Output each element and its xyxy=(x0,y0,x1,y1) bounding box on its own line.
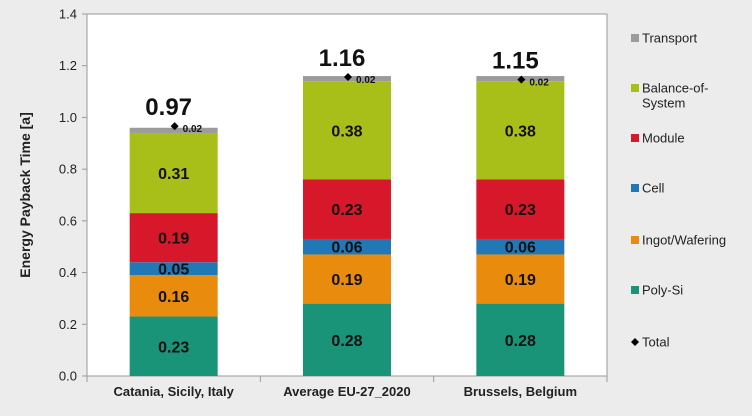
bar-segment xyxy=(303,179,391,239)
legend-label: System xyxy=(642,96,685,111)
y-tick-label: 1.2 xyxy=(59,58,77,73)
bar-segment xyxy=(129,213,218,263)
segment-value-label: 0.06 xyxy=(331,240,362,257)
legend-label: Balance-of- xyxy=(642,81,708,96)
bar-segment xyxy=(129,132,218,214)
bar-segment xyxy=(476,303,565,376)
bar-segment xyxy=(476,238,565,255)
total-value-label: 1.16 xyxy=(319,45,366,72)
legend-total-marker xyxy=(631,338,639,346)
segment-value-label: 0.38 xyxy=(331,123,362,140)
legend-label: Poly-Si xyxy=(642,283,683,298)
y-tick-label: 1.4 xyxy=(59,7,77,22)
legend-swatch xyxy=(631,286,639,294)
segment-value-label: 0.38 xyxy=(505,123,536,140)
legend-label: Cell xyxy=(642,181,665,196)
legend-label: Transport xyxy=(642,31,698,46)
bar-segment xyxy=(129,127,218,133)
bar-segment xyxy=(476,254,565,304)
segment-value-label: 0.19 xyxy=(158,231,189,248)
bar-segment xyxy=(303,81,391,180)
legend-label: Module xyxy=(642,131,685,146)
total-value-label: 0.97 xyxy=(145,94,192,121)
segment-value-label: 0.28 xyxy=(331,333,362,350)
segment-value-label: 0.31 xyxy=(158,166,189,183)
bar-segment xyxy=(303,303,391,376)
x-category-label: Brussels, Belgium xyxy=(464,384,577,399)
x-category-label: Catania, Sicily, Italy xyxy=(113,384,234,399)
legend-swatch xyxy=(631,184,639,192)
segment-value-label: 0.23 xyxy=(331,202,362,219)
y-tick-label: 0.2 xyxy=(59,317,77,332)
segment-value-label: 0.19 xyxy=(331,272,362,289)
bar-segment xyxy=(303,254,391,304)
bar-segment xyxy=(476,81,565,180)
y-tick-label: 0.4 xyxy=(59,265,77,280)
total-marker xyxy=(170,122,179,131)
y-tick-label: 0.6 xyxy=(59,213,77,228)
legend-swatch xyxy=(631,84,639,92)
transport-value-label: 0.02 xyxy=(356,75,376,86)
legend-swatch xyxy=(631,236,639,244)
legend-label: Total xyxy=(642,335,670,350)
y-axis: 0.0 0.2 0.4 0.6 0.8 1.0 1.2 1.4 xyxy=(59,7,87,384)
transport-value-label: 0.02 xyxy=(183,124,203,135)
segment-value-label: 0.28 xyxy=(505,333,536,350)
bar-segment xyxy=(129,316,218,376)
y-tick-label: 1.0 xyxy=(59,110,77,125)
legend-swatch xyxy=(631,134,639,142)
transport-value-label: 0.02 xyxy=(529,78,549,89)
legend: Transport Balance-of-System Module Cell Ingo… xyxy=(631,31,726,350)
total-marker xyxy=(517,75,526,84)
total-value-label: 1.15 xyxy=(492,48,539,75)
total-marker xyxy=(344,73,352,82)
segment-value-label: 0.23 xyxy=(158,339,189,356)
x-axis: Catania, Sicily, Italy Average EU-27_2020… xyxy=(86,376,608,399)
legend-label: Ingot/Wafering xyxy=(642,233,726,248)
bars-layer: 0.23 0.16 0.05 0.19 0.31 0.02 0.97 0.28 0.19 0.06… xyxy=(129,45,565,376)
x-category-label: Average EU-27_2020 xyxy=(283,384,410,399)
bar-segment xyxy=(303,238,391,255)
segment-value-label: 0.06 xyxy=(505,240,536,257)
bar-segment xyxy=(129,262,218,276)
segment-value-label: 0.23 xyxy=(505,202,536,219)
y-tick-label: 0.0 xyxy=(59,369,77,384)
bar-segment xyxy=(129,275,218,317)
y-tick-label: 0.8 xyxy=(59,162,77,177)
legend-swatch xyxy=(631,34,639,42)
segment-value-label: 0.16 xyxy=(158,289,189,306)
segment-value-label: 0.19 xyxy=(505,272,536,289)
segment-value-label: 0.05 xyxy=(158,262,189,279)
y-axis-title: Energy Payback Time [a] xyxy=(17,112,33,277)
bar-segment xyxy=(476,179,565,239)
